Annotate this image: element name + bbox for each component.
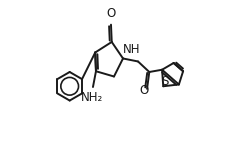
Text: O: O — [106, 7, 116, 21]
Text: O: O — [139, 84, 148, 97]
Text: NH₂: NH₂ — [81, 91, 103, 104]
Text: S: S — [161, 75, 169, 88]
Text: NH: NH — [123, 43, 140, 56]
